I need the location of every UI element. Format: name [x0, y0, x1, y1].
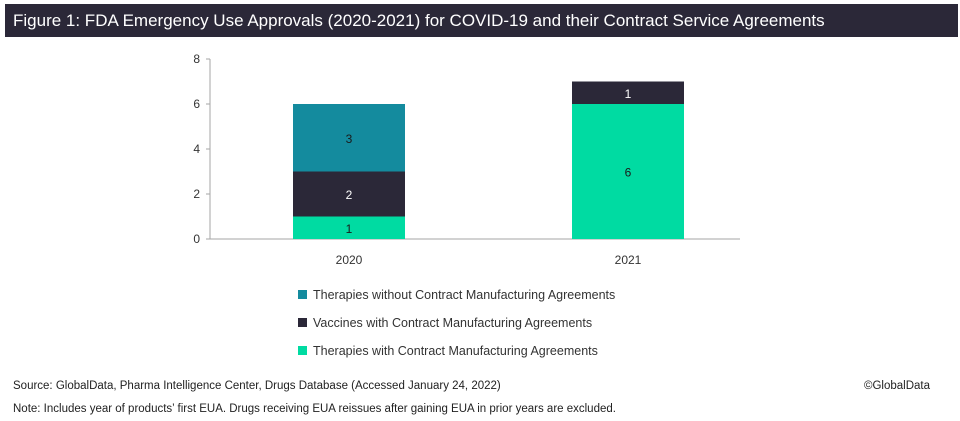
- footnote: Note: Includes year of products’ first E…: [13, 403, 616, 415]
- stacked-bar-chart: 0 2 4 6 8 2020 2021 1 2 3 6 1 Therapies without Cont…: [193, 52, 740, 358]
- figure-title: Figure 1: FDA Emergency Use Approvals (2…: [5, 4, 958, 37]
- data-label-2021-series-1: 1: [625, 87, 632, 101]
- legend-swatch-0: [298, 290, 307, 299]
- bar-segment-2020-series-0: [293, 216, 405, 239]
- data-label-2020-series-2: 3: [346, 132, 353, 146]
- y-tick-label: 0: [193, 232, 200, 246]
- legend-swatch-2: [298, 346, 307, 355]
- data-label-2021-series-0: 6: [625, 166, 632, 180]
- legend-label-2: Therapies with Contract Manufacturing Ag…: [313, 344, 598, 358]
- legend-label-0: Therapies without Contract Manufacturing…: [313, 288, 615, 302]
- data-label-2020-series-0: 1: [346, 222, 353, 236]
- bar-segment-2021-series-1: [572, 81, 684, 104]
- data-label-2020-series-1: 2: [346, 188, 353, 202]
- bar-segment-2021-series-0: [572, 104, 684, 239]
- x-tick-label-2020: 2020: [336, 253, 363, 267]
- legend-swatch-1: [298, 318, 307, 327]
- x-tick-label-2021: 2021: [615, 253, 642, 267]
- y-tick-label: 6: [193, 97, 200, 111]
- y-tick-label: 8: [193, 52, 200, 66]
- y-tick-label: 4: [193, 142, 200, 156]
- bar-segment-2020-series-1: [293, 171, 405, 217]
- copyright: ©GlobalData: [863, 380, 930, 392]
- y-tick-label: 2: [193, 187, 200, 201]
- source-note: Source: GlobalData, Pharma Intelligence …: [13, 380, 501, 392]
- legend-label-1: Vaccines with Contract Manufacturing Agr…: [313, 316, 592, 330]
- bar-segment-2020-series-2: [293, 104, 405, 172]
